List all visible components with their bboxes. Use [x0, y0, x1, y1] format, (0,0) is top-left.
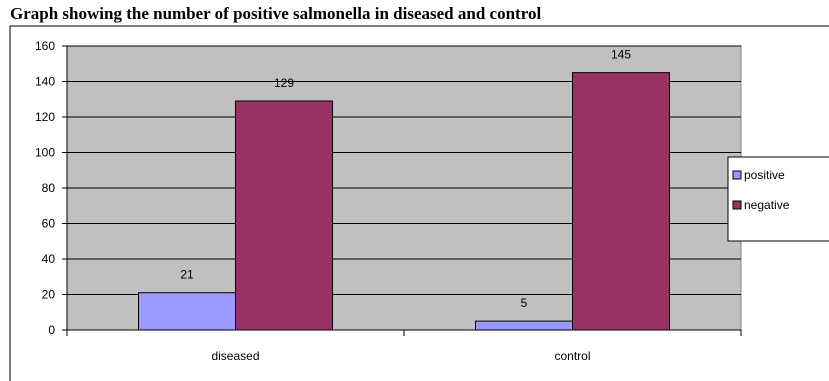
y-tick-label: 100 [35, 146, 55, 160]
data-label: 5 [521, 296, 528, 310]
y-tick-label: 0 [48, 323, 55, 337]
data-label: 129 [274, 76, 294, 90]
bar-negative [572, 72, 670, 331]
x-tick-label: control [554, 349, 590, 363]
y-tick-label: 160 [35, 39, 55, 53]
y-tick-label: 80 [42, 181, 56, 195]
legend-box [727, 156, 829, 242]
legend-label-negative: negative [744, 198, 790, 212]
data-label: 21 [180, 268, 194, 282]
bar-positive [475, 320, 573, 331]
legend: positive negative [727, 156, 829, 242]
y-tick-label: 120 [35, 110, 55, 124]
y-axis: 0 20 40 60 80 100 120 140 160 [35, 39, 68, 337]
y-tick-label: 40 [42, 252, 56, 266]
y-tick-label: 60 [42, 217, 56, 231]
legend-label-positive: positive [744, 168, 785, 182]
bars [138, 72, 670, 331]
data-label: 145 [611, 48, 631, 62]
legend-swatch-negative [732, 200, 742, 210]
data-labels: 21 129 5 145 [180, 48, 631, 311]
bar-positive [138, 292, 236, 331]
bar-negative [235, 100, 333, 331]
y-tick-label: 140 [35, 75, 55, 89]
chart-title: Graph showing the number of positive sal… [10, 4, 541, 23]
legend-swatch-positive [732, 170, 742, 180]
x-tick-label: diseased [211, 349, 259, 363]
y-tick-label: 20 [42, 288, 56, 302]
